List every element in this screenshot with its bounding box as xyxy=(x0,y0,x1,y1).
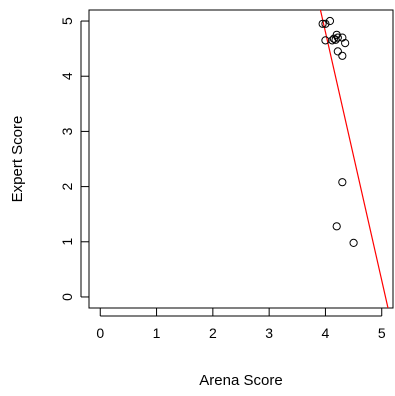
data-point xyxy=(338,178,347,187)
y-tick-label: 3 xyxy=(59,127,75,135)
points-layer xyxy=(318,16,358,247)
data-point xyxy=(321,36,330,45)
y-axis: 0 1 2 3 4 5 xyxy=(59,17,89,301)
x-tick-label: 0 xyxy=(96,325,104,341)
data-point xyxy=(338,33,347,42)
data-point xyxy=(349,238,358,247)
data-point xyxy=(321,19,330,28)
data-point xyxy=(341,39,350,48)
x-tick-label: 4 xyxy=(322,325,330,341)
regression-line xyxy=(319,10,389,308)
data-point xyxy=(318,19,327,28)
x-tick-label: 2 xyxy=(209,325,217,341)
fit-line-layer xyxy=(319,10,389,308)
x-tick-label: 3 xyxy=(265,325,273,341)
data-point xyxy=(333,47,342,56)
data-point xyxy=(325,16,335,26)
x-tick-label: 5 xyxy=(378,325,386,341)
y-tick-label: 5 xyxy=(59,17,75,25)
x-tick-label: 1 xyxy=(153,325,161,341)
x-axis-label: Arena Score xyxy=(199,372,282,389)
data-point xyxy=(332,222,341,231)
y-tick-label: 2 xyxy=(59,182,75,190)
y-tick-label: 0 xyxy=(59,293,75,301)
y-tick-label: 4 xyxy=(59,72,75,80)
y-axis-label: Expert Score xyxy=(9,116,26,203)
plot-frame xyxy=(88,9,394,309)
y-tick-label: 1 xyxy=(59,238,75,246)
data-point xyxy=(333,33,342,42)
data-point xyxy=(338,51,347,60)
x-axis: 0 1 2 3 4 5 xyxy=(96,308,386,341)
